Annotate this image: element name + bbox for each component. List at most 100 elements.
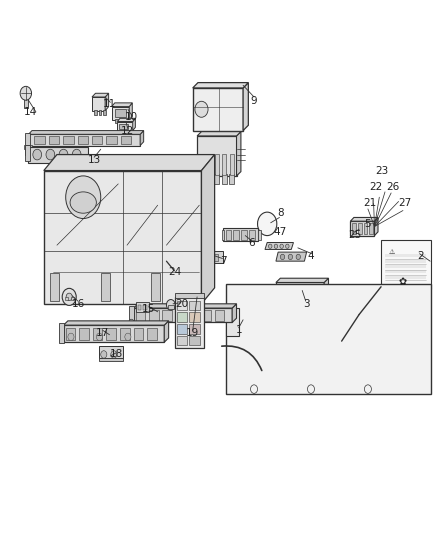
- Bar: [369, 223, 373, 234]
- Bar: [229, 174, 234, 184]
- Polygon shape: [201, 155, 215, 304]
- Text: 23: 23: [375, 166, 389, 175]
- Circle shape: [96, 333, 102, 341]
- Bar: [304, 285, 311, 294]
- Circle shape: [166, 300, 175, 310]
- Bar: [313, 285, 320, 294]
- Bar: [129, 306, 134, 324]
- Polygon shape: [112, 103, 132, 107]
- Bar: [147, 328, 157, 340]
- Bar: [222, 230, 224, 240]
- Text: 12: 12: [120, 126, 134, 135]
- Polygon shape: [140, 131, 144, 146]
- Text: 1: 1: [235, 326, 242, 335]
- Text: 11: 11: [103, 99, 116, 109]
- Bar: [177, 312, 187, 322]
- Bar: [162, 310, 172, 321]
- Bar: [222, 154, 226, 175]
- Polygon shape: [64, 321, 169, 325]
- Text: 22: 22: [369, 182, 382, 191]
- Polygon shape: [223, 228, 258, 241]
- Bar: [151, 273, 160, 301]
- Text: 3: 3: [303, 299, 310, 309]
- Bar: [258, 230, 261, 240]
- Text: 9: 9: [251, 96, 258, 106]
- Bar: [59, 323, 64, 343]
- Polygon shape: [133, 118, 135, 131]
- Polygon shape: [164, 321, 169, 342]
- Circle shape: [46, 149, 55, 160]
- Text: 16: 16: [71, 299, 85, 309]
- Text: 19: 19: [186, 328, 199, 338]
- Text: 24: 24: [169, 267, 182, 277]
- Polygon shape: [44, 171, 201, 304]
- Text: 26: 26: [387, 182, 400, 191]
- Bar: [188, 310, 198, 321]
- Bar: [222, 174, 227, 184]
- Bar: [215, 154, 219, 175]
- Bar: [189, 336, 200, 345]
- Circle shape: [280, 254, 285, 260]
- Bar: [199, 174, 205, 184]
- Bar: [24, 145, 32, 149]
- Bar: [385, 270, 426, 273]
- Polygon shape: [226, 284, 431, 394]
- Circle shape: [66, 176, 101, 219]
- Text: 17: 17: [96, 328, 110, 338]
- Polygon shape: [232, 304, 237, 322]
- Bar: [241, 230, 247, 240]
- Circle shape: [258, 212, 277, 236]
- Bar: [121, 136, 131, 144]
- Circle shape: [68, 333, 74, 341]
- Bar: [385, 260, 426, 263]
- Circle shape: [268, 244, 272, 248]
- Bar: [214, 174, 219, 184]
- Polygon shape: [197, 132, 241, 136]
- Bar: [24, 97, 28, 108]
- Circle shape: [286, 244, 289, 248]
- Polygon shape: [92, 93, 109, 97]
- Bar: [189, 324, 200, 334]
- Bar: [201, 310, 211, 321]
- Text: 10: 10: [125, 112, 138, 122]
- Bar: [63, 136, 74, 144]
- Bar: [50, 273, 59, 301]
- Bar: [177, 301, 187, 310]
- Bar: [358, 223, 362, 234]
- Text: 27: 27: [399, 198, 412, 207]
- Bar: [385, 254, 426, 257]
- Bar: [177, 324, 187, 334]
- Bar: [115, 109, 126, 117]
- Bar: [136, 302, 149, 312]
- Text: 5: 5: [364, 219, 371, 229]
- Bar: [119, 124, 128, 129]
- Text: 8: 8: [277, 208, 284, 218]
- Text: 21: 21: [364, 198, 377, 207]
- Polygon shape: [105, 93, 109, 111]
- Polygon shape: [193, 88, 243, 131]
- Bar: [120, 131, 123, 133]
- Polygon shape: [350, 221, 374, 236]
- Bar: [103, 110, 106, 115]
- Bar: [93, 328, 102, 340]
- Text: 18: 18: [110, 350, 123, 359]
- Bar: [106, 136, 117, 144]
- Circle shape: [59, 149, 68, 160]
- Circle shape: [129, 319, 134, 326]
- Bar: [249, 230, 255, 240]
- Circle shape: [111, 351, 117, 358]
- Polygon shape: [374, 217, 378, 236]
- Polygon shape: [276, 282, 324, 296]
- Circle shape: [280, 244, 283, 248]
- Circle shape: [125, 333, 131, 341]
- Bar: [175, 310, 185, 321]
- Circle shape: [101, 351, 107, 358]
- Polygon shape: [134, 304, 237, 308]
- Polygon shape: [134, 308, 232, 322]
- Circle shape: [33, 149, 42, 160]
- Bar: [99, 110, 101, 115]
- Polygon shape: [117, 118, 135, 122]
- Text: 15: 15: [142, 304, 155, 314]
- Bar: [65, 297, 68, 300]
- Circle shape: [296, 254, 300, 260]
